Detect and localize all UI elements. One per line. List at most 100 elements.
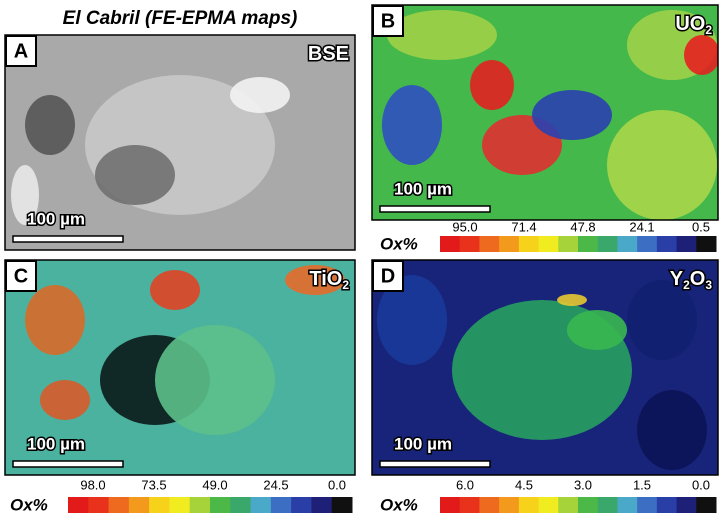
- colorbar-label: Ox%: [380, 495, 418, 514]
- map-feature: [230, 77, 290, 113]
- map-feature: [470, 60, 514, 110]
- map-feature: [25, 95, 75, 155]
- label-text: UO: [675, 13, 705, 35]
- scale-bar-label: 100 µm: [27, 209, 85, 228]
- colorbar-swatch: [459, 497, 480, 513]
- map-panel: D Y2O3 100 µm: [371, 259, 719, 476]
- scale-bar: [12, 460, 124, 468]
- colorbar-swatch: [696, 236, 717, 252]
- colorbar-swatch: [499, 497, 520, 513]
- element-label: BSE: [308, 43, 349, 65]
- label-text: O: [690, 268, 706, 290]
- colorbar-tick-label: 24.1: [629, 219, 654, 234]
- colorbar-tick-label: 0.0: [692, 477, 710, 492]
- colorbar-tick-label: 3.0: [574, 477, 592, 492]
- colorbar-swatch: [149, 497, 170, 513]
- colorbar-swatch: [270, 497, 292, 513]
- element-label: UO2: [675, 13, 712, 37]
- colorbar-tick-label: 6.0: [456, 477, 474, 492]
- map-feature: [155, 325, 275, 435]
- colorbar-swatch: [597, 236, 618, 252]
- colorbar-swatch: [68, 497, 89, 513]
- map-feature: [627, 280, 697, 360]
- colorbar-tick-label: 47.8: [570, 219, 595, 234]
- panel-border: [371, 259, 719, 476]
- map-panel: A BSE 100 µm: [4, 34, 356, 251]
- colorbar-swatch: [108, 497, 130, 513]
- map-image: [372, 5, 718, 220]
- letter-box: [372, 260, 404, 292]
- colorbar-tick-label: 49.0: [202, 477, 227, 492]
- colorbar-swatch: [169, 497, 191, 513]
- colorbar-swatch: [88, 497, 110, 513]
- map-panel: B UO2 100 µm: [371, 4, 719, 221]
- label-subscript: 3: [705, 278, 712, 292]
- colorbar-swatch: [250, 497, 272, 513]
- colorbar-swatch: [230, 497, 252, 513]
- colorbar-tick-label: 73.5: [141, 477, 166, 492]
- colorbar-swatch: [656, 236, 678, 252]
- map-feature: [557, 294, 587, 306]
- map-feature: [637, 390, 707, 470]
- colorbar-swatch: [440, 497, 461, 513]
- panel-border: [371, 4, 719, 221]
- colorbar-swatch: [696, 497, 717, 513]
- scale-bar: [12, 235, 124, 243]
- map-feature: [382, 85, 442, 165]
- map-feature: [607, 110, 717, 220]
- colorbar-label: Ox%: [10, 495, 48, 514]
- map-feature: [387, 10, 497, 60]
- colorbar-tick-label: 24.5: [263, 477, 288, 492]
- colorbar-tick-label: 0.5: [692, 219, 710, 234]
- figure-title: El Cabril (FE-EPMA maps): [63, 8, 298, 29]
- scale-bar-label: 100 µm: [27, 434, 85, 453]
- colorbar-swatch: [210, 497, 231, 513]
- colorbar-swatch: [558, 497, 579, 513]
- colorbar-swatch: [538, 236, 559, 252]
- label-text: Y: [670, 268, 684, 290]
- colorbar-swatch: [518, 236, 540, 252]
- label-text: TiO: [309, 268, 342, 290]
- colorbar-swatch: [676, 236, 697, 252]
- colorbar-tick-label: 98.0: [80, 477, 105, 492]
- panel-letter: B: [381, 10, 395, 32]
- colorbar-swatch: [331, 497, 353, 513]
- colorbar-swatch: [440, 236, 461, 252]
- label-subscript: 2: [705, 23, 712, 37]
- panel-border: [4, 259, 356, 476]
- map-feature: [11, 165, 39, 225]
- element-label: Y2O3: [670, 268, 713, 292]
- map-image: [5, 260, 355, 475]
- map-feature: [25, 285, 85, 355]
- scale-bar: [379, 460, 491, 468]
- colorbar-swatch: [311, 497, 333, 513]
- label-text: BSE: [308, 43, 349, 65]
- colorbar-swatch: [578, 236, 599, 252]
- map-feature: [95, 145, 175, 205]
- map-feature: [150, 270, 200, 310]
- panel-letter: C: [14, 265, 28, 287]
- colorbar-tick-label: 4.5: [515, 477, 533, 492]
- map-image: [372, 260, 718, 475]
- colorbar-swatch: [656, 497, 678, 513]
- colorbar-tick-label: 95.0: [452, 219, 477, 234]
- colorbar-label: Ox%: [380, 234, 418, 253]
- letter-box: [5, 35, 37, 67]
- colorbar-swatch: [637, 497, 658, 513]
- letter-box: [5, 260, 37, 292]
- panel-letter: A: [14, 40, 28, 62]
- element-label: TiO2: [309, 268, 349, 292]
- colorbar-tick-label: 71.4: [511, 219, 536, 234]
- colorbar-swatch: [637, 236, 658, 252]
- colorbar-swatch: [578, 497, 599, 513]
- map-feature: [684, 35, 718, 75]
- map-feature: [567, 310, 627, 350]
- map-panel: C TiO2 100 µm: [4, 259, 356, 476]
- colorbar-swatch: [676, 497, 697, 513]
- map-feature: [532, 90, 612, 140]
- colorbar-swatch: [291, 497, 312, 513]
- colorbar-swatch: [479, 497, 500, 513]
- label-subscript: 2: [683, 278, 690, 292]
